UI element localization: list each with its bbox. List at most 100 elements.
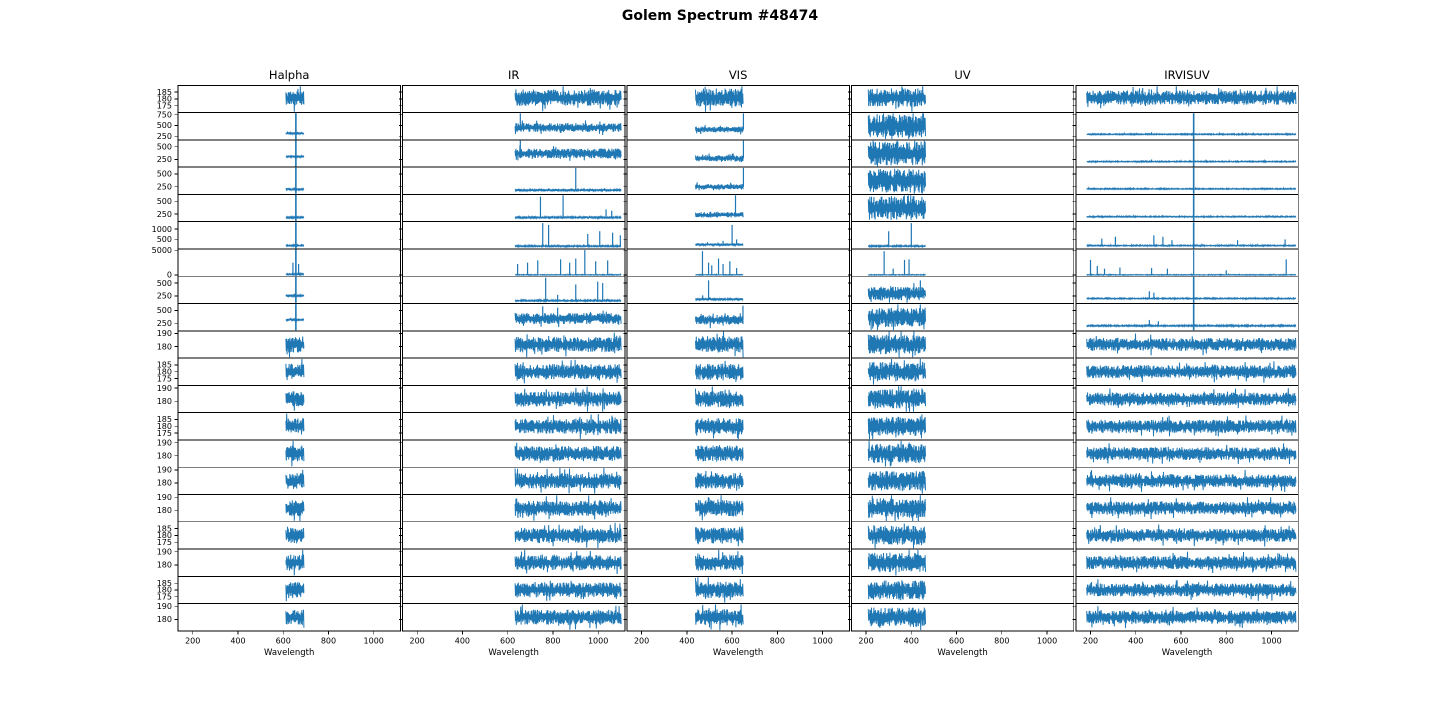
spectrum-line (1086, 579, 1297, 601)
spectrum-line (695, 386, 744, 409)
spectrum-line (695, 125, 744, 135)
panel-border (177, 275, 401, 304)
column-title: VIS (729, 68, 748, 82)
y-tick-label: 250 (157, 292, 172, 301)
y-tick-label: 175 (157, 101, 172, 110)
spectrum-line (1086, 186, 1297, 191)
spectrum-line (285, 581, 305, 602)
panel-border (177, 112, 401, 141)
spectrum-line (867, 386, 926, 412)
spectrum-line (514, 580, 622, 601)
spectrum-line (867, 140, 926, 167)
spectrum-line (867, 607, 926, 631)
spectrum-line (285, 317, 305, 322)
spectrum-line (867, 495, 926, 522)
spectrum-line (285, 130, 305, 136)
y-tick-label: 190 (157, 384, 172, 393)
y-tick-label: 180 (157, 422, 172, 431)
spectrum-line (285, 86, 305, 112)
spectrum-line (1086, 131, 1297, 137)
x-tick-label: 400 (230, 636, 245, 645)
axis-label-wavelength: Wavelength (264, 648, 314, 658)
spectrum-line (514, 214, 622, 221)
panel-border (626, 603, 850, 632)
spectrum-line (514, 272, 622, 277)
panel-border (1075, 248, 1299, 277)
x-tick-label: 1000 (588, 636, 608, 645)
y-tick-label: 185 (157, 361, 172, 370)
axis-label-wavelength: Wavelength (488, 648, 538, 658)
spectrum-line (285, 526, 305, 544)
y-tick-label: 750 (157, 110, 172, 119)
y-tick-label: 250 (157, 210, 172, 219)
spectrum-line (285, 186, 305, 192)
spectrum-line (695, 242, 744, 248)
spectrum-line (695, 418, 744, 440)
x-tick-label: 1000 (364, 636, 384, 645)
spectrum-line (514, 243, 622, 249)
spectrum-line (514, 86, 622, 112)
spectrum-line (695, 577, 744, 603)
panel-border (177, 248, 401, 277)
column-title: Halpha (269, 68, 310, 82)
panel-border (402, 248, 626, 277)
x-tick-label: 200 (1083, 636, 1098, 645)
y-tick-label: 185 (157, 415, 172, 424)
spectrum-line (1086, 242, 1297, 248)
panel-border (402, 275, 626, 304)
spectrum-line (1086, 333, 1297, 356)
y-tick-label: 190 (157, 466, 172, 475)
x-tick-label: 800 (994, 636, 1009, 645)
spectrum-line (285, 271, 305, 277)
spectrum-line (867, 113, 926, 140)
panel-border (850, 603, 1075, 632)
y-tick-label: 175 (157, 593, 172, 602)
spectrum-line (695, 360, 744, 382)
panel-border (1075, 112, 1299, 141)
spectrum-line (1086, 296, 1297, 301)
spectrum-line (285, 609, 305, 628)
spectrum-line (285, 469, 305, 489)
x-tick-label: 200 (410, 636, 425, 645)
spectrum-line (867, 523, 926, 549)
y-tick-label: 180 (157, 531, 172, 540)
spectrum-line (695, 313, 744, 329)
spectrum-line (285, 500, 305, 522)
panel-border (626, 112, 850, 141)
axis-label-wavelength: Wavelength (713, 648, 763, 658)
spectrum-line (695, 445, 744, 462)
spectrum-line (695, 296, 744, 302)
y-tick-label: 175 (157, 429, 172, 438)
spectrum-line (1086, 86, 1297, 109)
x-tick-label: 400 (455, 636, 470, 645)
x-tick-label: 200 (858, 636, 873, 645)
spectrum-line (867, 243, 926, 249)
x-tick-label: 400 (679, 636, 694, 645)
spectrum-line (514, 310, 622, 328)
spectrum-line (867, 471, 926, 494)
spectrum-line (285, 358, 305, 381)
y-tick-label: 180 (157, 506, 172, 515)
y-tick-label: 185 (157, 88, 172, 97)
y-tick-label: 180 (157, 342, 172, 351)
spectrum-line (1086, 323, 1297, 329)
y-tick-label: 180 (157, 95, 172, 104)
spectrum-line (695, 526, 744, 547)
spectrum-line (867, 304, 926, 331)
spectrum-line (1086, 443, 1297, 465)
spectrum-line (867, 282, 926, 303)
panel-border (626, 139, 850, 168)
spectrum-line (695, 549, 744, 575)
spectrum-line (285, 549, 305, 576)
panel-border (177, 603, 401, 632)
x-tick-label: 1000 (1261, 636, 1281, 645)
y-tick-label: 500 (157, 235, 172, 244)
spectrum-line (514, 298, 622, 303)
y-tick-label: 185 (157, 579, 172, 588)
column-title: IRVISUV (1164, 68, 1210, 82)
spectrum-line (695, 153, 744, 163)
axis-label-wavelength: Wavelength (1162, 648, 1212, 658)
panel-border (177, 166, 401, 195)
spectrum-line (1086, 272, 1297, 277)
spectrum-line (285, 336, 305, 358)
